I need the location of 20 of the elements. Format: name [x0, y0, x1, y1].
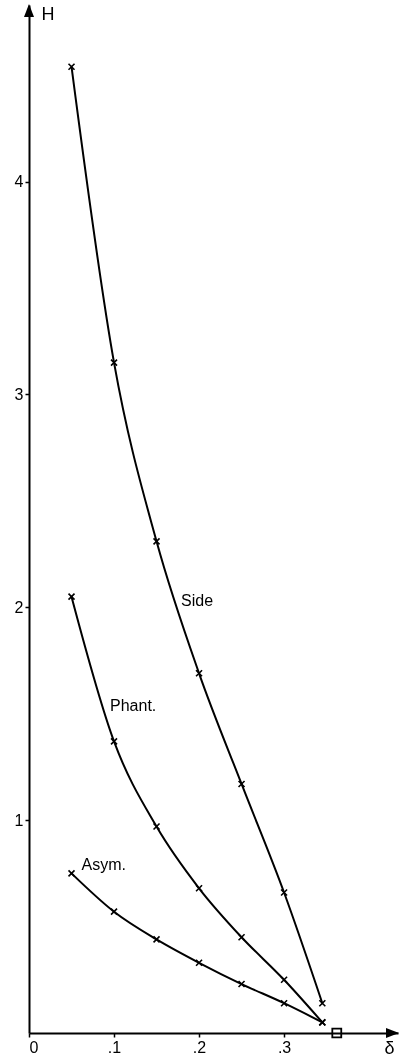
point: [280, 999, 288, 1007]
point: [331, 1027, 343, 1039]
x-tick-label: .2: [192, 1038, 207, 1056]
y-tick-label: 2: [14, 598, 24, 616]
point: [152, 537, 161, 546]
series-label: Side: [181, 592, 214, 610]
point: [67, 869, 76, 878]
y-tick-label: 3: [14, 385, 24, 403]
point: [318, 999, 327, 1007]
point: [152, 822, 161, 831]
y-tick-label: 1: [14, 811, 24, 829]
y-tick-label: 4: [14, 173, 24, 191]
point: [152, 935, 161, 944]
series-label: Phant.: [110, 697, 157, 715]
x-tick-label: .1: [107, 1038, 122, 1056]
x-axis-title: δ: [384, 1037, 395, 1058]
x-tick-label: 0: [29, 1038, 39, 1056]
y-axis-title: H: [41, 3, 55, 24]
series-label: Asym.: [81, 856, 126, 874]
x-tick-label: .3: [277, 1038, 292, 1056]
